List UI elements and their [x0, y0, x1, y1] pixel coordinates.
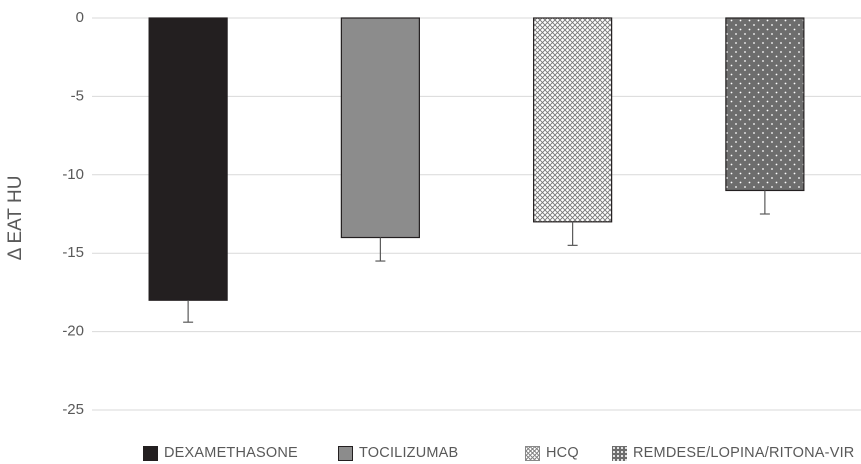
y-tick-label: -5 [71, 87, 84, 104]
y-tick-label: -25 [62, 401, 84, 418]
legend-label: DEXAMETHASONE [164, 445, 298, 461]
bar-tocilizumab [340, 17, 420, 239]
legend-item: TOCILIZUMAB [338, 445, 458, 461]
legend-swatch [612, 445, 627, 461]
bar-dexamethasone [148, 17, 228, 301]
y-tick-label: -15 [62, 244, 84, 261]
legend-item: HCQ [525, 445, 579, 461]
y-tick-label: 0 [76, 9, 84, 26]
bar-remdese-lopina-ritona-vir [725, 17, 805, 192]
error-bar [183, 300, 194, 323]
error-bar [375, 237, 386, 262]
legend-label: HCQ [546, 445, 579, 461]
legend-item: DEXAMETHASONE [143, 445, 298, 461]
legend-item: REMDESE/LOPINA/RITONA-VIR [612, 445, 854, 461]
y-tick-label: -20 [62, 323, 84, 340]
y-tick-label: -10 [62, 166, 84, 183]
y-axis-label: Δ EAT HU [5, 176, 26, 261]
legend: DEXAMETHASONE TOCILIZUMAB HCQ REMDESE/LOPIN… [0, 442, 861, 464]
legend-label: REMDESE/LOPINA/RITONA-VIR [633, 445, 855, 461]
legend-swatch [525, 445, 540, 461]
error-bar [759, 190, 770, 215]
error-bar [567, 221, 578, 246]
legend-swatch [143, 445, 158, 461]
legend-label: TOCILIZUMAB [359, 445, 459, 461]
legend-swatch [338, 445, 353, 461]
bar-hcq [533, 17, 613, 223]
